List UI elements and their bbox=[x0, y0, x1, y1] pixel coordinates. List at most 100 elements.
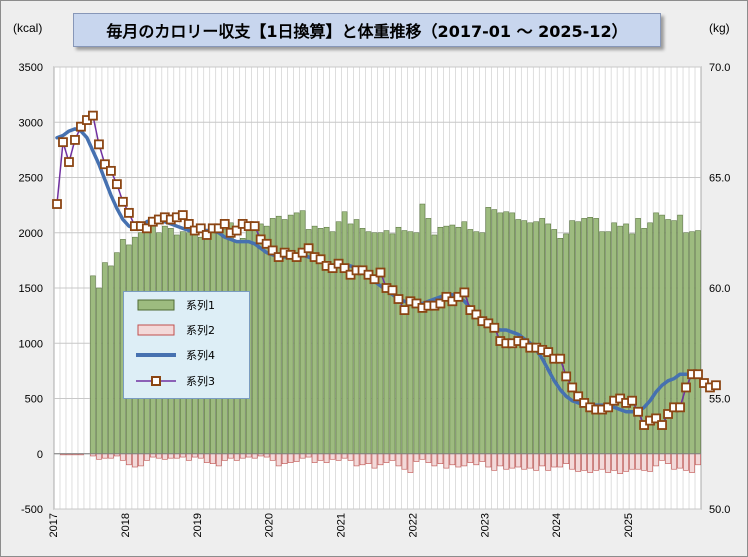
y-right-tick-label: 65.0 bbox=[709, 173, 730, 185]
bar-series2 bbox=[473, 453, 480, 466]
bar-series2 bbox=[287, 453, 294, 463]
bar-series1 bbox=[461, 221, 468, 454]
marker-series3 bbox=[543, 347, 554, 357]
legend: 系列1 系列2 系列4 系列3 bbox=[123, 291, 250, 399]
marker-series3 bbox=[219, 219, 230, 229]
x-tick-label: 2017 bbox=[48, 513, 60, 537]
bar-series2 bbox=[569, 453, 576, 470]
bar-series2 bbox=[587, 453, 593, 473]
marker-series3 bbox=[267, 245, 278, 256]
y-left-tick-label: 3000 bbox=[19, 117, 43, 129]
bar-series2 bbox=[215, 453, 222, 467]
bar-series1 bbox=[449, 224, 456, 454]
left-axis-unit: (kcal) bbox=[13, 21, 43, 35]
bar-series2 bbox=[479, 453, 486, 462]
y-right-tick-label: 70.0 bbox=[709, 62, 730, 74]
bar-series2 bbox=[365, 453, 372, 464]
marker-series3 bbox=[141, 223, 152, 234]
bar-series2 bbox=[557, 453, 564, 468]
legend-item-series1: 系列1 bbox=[132, 296, 215, 314]
bar-series1 bbox=[503, 211, 510, 454]
x-tick-label: 2021 bbox=[336, 513, 348, 537]
marker-series3 bbox=[603, 402, 614, 413]
x-tick-label: 2018 bbox=[120, 513, 132, 537]
marker-series3 bbox=[555, 353, 566, 364]
x-tick-label: 2020 bbox=[264, 513, 276, 537]
legend-item-series3: 系列3 bbox=[132, 372, 215, 390]
bar-series2 bbox=[371, 453, 378, 469]
bar-series2 bbox=[425, 453, 432, 463]
bar-series2 bbox=[203, 453, 210, 463]
marker-series3 bbox=[693, 369, 703, 380]
bar-series2 bbox=[227, 453, 234, 459]
bar-series1 bbox=[599, 231, 605, 454]
bar-series1 bbox=[425, 218, 432, 454]
marker-series3 bbox=[339, 263, 350, 274]
bar-series2 bbox=[593, 453, 599, 471]
bar-series1 bbox=[545, 223, 552, 454]
y-right-tick-label: 50.0 bbox=[709, 504, 730, 516]
x-tick-label: 2025 bbox=[623, 513, 635, 537]
marker-series3 bbox=[663, 409, 673, 419]
bar-series1 bbox=[263, 225, 270, 454]
marker-series3 bbox=[459, 287, 470, 298]
y-left-tick-label: 500 bbox=[25, 394, 43, 406]
bar-series2 bbox=[509, 453, 516, 469]
bar-series2 bbox=[683, 453, 689, 471]
x-tick-label: 2024 bbox=[551, 513, 563, 537]
x-tick-label: 2019 bbox=[192, 513, 204, 537]
marker-series3 bbox=[393, 294, 404, 304]
bar-series1 bbox=[371, 232, 378, 454]
bar-series1 bbox=[455, 226, 462, 454]
bar-series1 bbox=[497, 212, 504, 454]
legend-swatch-marker-line bbox=[136, 376, 176, 386]
marker-series3 bbox=[70, 135, 80, 145]
bar-series1 bbox=[569, 220, 575, 454]
bar-series2 bbox=[185, 453, 192, 461]
marker-series3 bbox=[183, 219, 194, 229]
bar-series2 bbox=[635, 453, 641, 470]
bar-series2 bbox=[239, 453, 246, 459]
marker-series3 bbox=[711, 380, 721, 391]
y-left-tick-label: 2500 bbox=[19, 173, 43, 185]
bar-series1 bbox=[527, 222, 534, 454]
marker-series3 bbox=[567, 382, 578, 393]
marker-series3 bbox=[303, 243, 314, 254]
legend-swatch-line-blue bbox=[136, 353, 176, 357]
marker-series3 bbox=[195, 223, 206, 234]
bar-series1 bbox=[407, 231, 414, 454]
bar-series2 bbox=[341, 453, 348, 459]
bar-series2 bbox=[503, 453, 510, 470]
bar-series1 bbox=[581, 218, 587, 454]
marker-series3 bbox=[651, 413, 661, 424]
bar-series1 bbox=[401, 230, 408, 454]
bar-series1 bbox=[617, 225, 623, 454]
bar-series1 bbox=[341, 211, 348, 454]
marker-series3 bbox=[94, 139, 104, 150]
bar-series2 bbox=[641, 453, 647, 471]
bar-series2 bbox=[395, 453, 402, 467]
bar-series2 bbox=[132, 453, 138, 468]
bar-series2 bbox=[653, 453, 659, 467]
bar-series2 bbox=[563, 453, 570, 464]
marker-series3 bbox=[315, 254, 326, 265]
y-right-tick-label: 55.0 bbox=[709, 394, 730, 406]
bar-series1 bbox=[419, 203, 426, 454]
bar-series1 bbox=[365, 231, 372, 454]
y-left-tick-label: 1000 bbox=[19, 338, 43, 350]
bar-series2 bbox=[449, 453, 456, 466]
right-axis-unit: (kg) bbox=[709, 21, 730, 35]
bar-series2 bbox=[455, 453, 462, 468]
bar-series2 bbox=[168, 453, 174, 459]
marker-series3 bbox=[675, 402, 685, 413]
bar-series1 bbox=[605, 231, 611, 454]
bar-series1 bbox=[395, 226, 402, 454]
legend-item-series2: 系列2 bbox=[132, 321, 215, 339]
bar-series1 bbox=[473, 231, 480, 454]
bar-series1 bbox=[437, 226, 444, 454]
bar-series2 bbox=[323, 453, 330, 463]
bar-series1 bbox=[539, 218, 546, 454]
bar-series2 bbox=[156, 453, 162, 459]
bar-series2 bbox=[695, 453, 701, 466]
